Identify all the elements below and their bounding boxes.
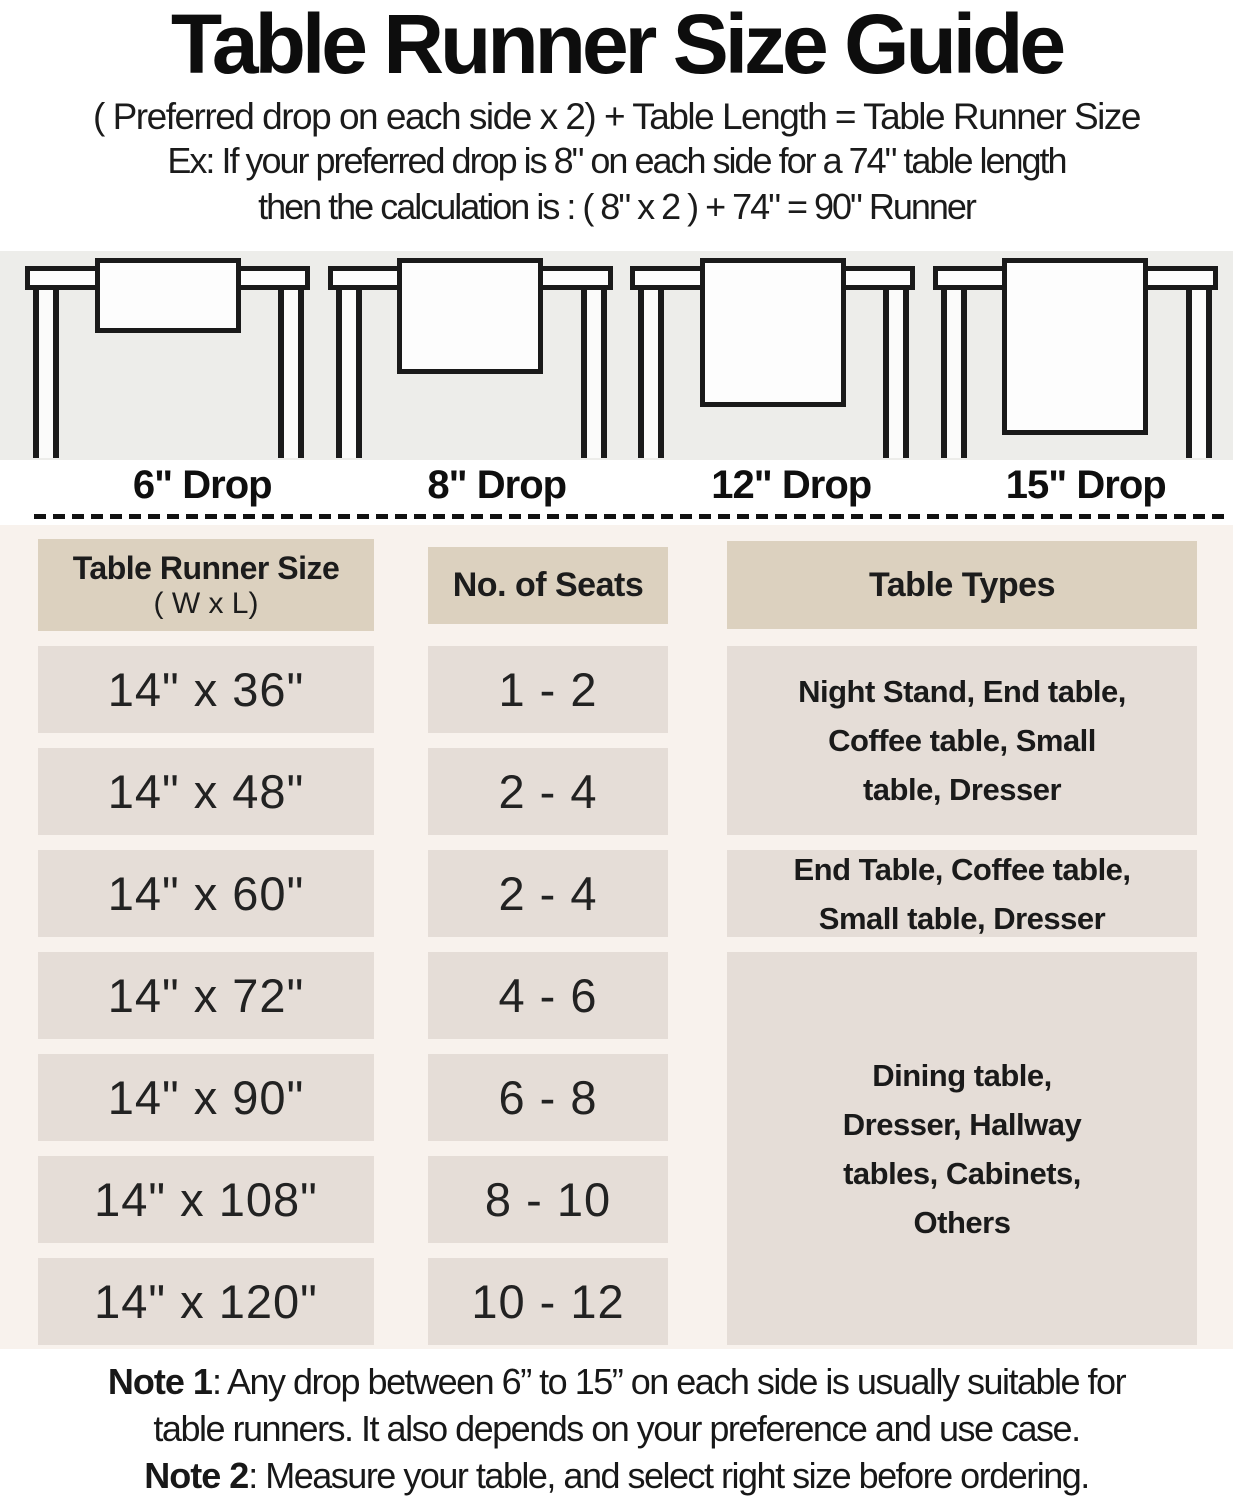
runner-size-column-header: Table Runner Size ( W x L) [38,539,374,631]
table-types-line: Others [913,1204,1011,1240]
table-types-line: Dining table, [872,1057,1052,1093]
runner-size-cell: 14" x 48" [38,748,374,835]
runner-size-cell: 14" x 120" [38,1258,374,1345]
note-1-label: Note 1 [107,1361,213,1402]
seats-cell: 1 - 2 [428,646,668,733]
note-2-line: Note 2: Measure your table, and select r… [0,1452,1233,1499]
seats-header-text: No. of Seats [452,565,644,604]
note-1-line-2: table runners. It also depends on your p… [153,1408,1081,1449]
seats-cell: 2 - 4 [428,850,668,937]
table-leg-right [580,288,607,458]
table-illustration-8in-drop [327,251,613,460]
drop-illustrations-band [0,251,1233,460]
note-1-line-1: Note 1: Any drop between 6” to 15” on ea… [0,1358,1233,1405]
table-leg-right [1185,288,1212,458]
table-types-line: Coffee table, Small [828,723,1096,758]
drop-label-8in: 8" Drop [427,462,567,507]
note-2-text: : Measure your table, and select right s… [248,1455,1090,1496]
table-types-cell-small-tables: Night Stand, End table, Coffee table, Sm… [727,646,1197,835]
drop-label-6in: 6" Drop [132,462,273,507]
runner-size-cell: 14" x 108" [38,1156,374,1243]
table-leg-left [335,288,362,458]
table-types-header-slot: Table Types [727,539,1197,631]
column-table-types: Table Types Night Stand, End table, Coff… [727,539,1197,1345]
table-illustration-12in-drop [630,251,916,460]
seats-column-header: No. of Seats [428,546,668,624]
seats-cell: 4 - 6 [428,952,668,1039]
table-types-line: Dresser, Hallway [842,1106,1082,1142]
example-line-2: then the calculation is : ( 8" x 2 ) + 7… [258,186,977,227]
note-1-text: : Any drop between 6” to 15” on each sid… [211,1361,1127,1402]
table-types-cell-medium-tables: End Table, Coffee table, Small table, Dr… [727,850,1197,937]
example-line-1: Ex: If your preferred drop is 8" on each… [167,140,1067,181]
column-seats: No. of Seats 1 - 2 2 - 4 2 - 4 4 - 6 6 -… [428,539,668,1345]
table-types-line: table, Dresser [862,772,1062,807]
formula-text: ( Preferred drop on each side x 2) + Tab… [93,96,1141,137]
table-leg-left [638,288,665,458]
table-types-header-text: Table Types [869,565,1055,604]
table-types-line: Night Stand, End table, [798,674,1126,709]
drop-label-12in: 12" Drop [711,462,872,507]
runner-size-cell: 14" x 60" [38,850,374,937]
seats-cell: 2 - 4 [428,748,668,835]
runner-drape-15in [1002,258,1149,435]
drop-label-15in: 15" Drop [1005,462,1167,507]
table-leg-left [33,288,59,458]
table-leg-left [940,288,967,458]
notes-block: Note 1: Any drop between 6” to 15” on ea… [0,1358,1233,1499]
seats-cell: 10 - 12 [428,1258,668,1345]
table-types-line: End Table, Coffee table, [793,851,1131,887]
table-illustration-15in-drop [932,251,1218,460]
size-guide-table: Table Runner Size ( W x L) 14" x 36" 14"… [0,525,1233,1349]
runner-size-cell: 14" x 36" [38,646,374,733]
runner-drape-8in [397,258,544,374]
runner-size-header-line2: ( W x L) [153,587,259,620]
seats-cell: 8 - 10 [428,1156,668,1243]
table-types-line: tables, Cabinets, [843,1155,1081,1191]
table-leg-right [883,288,910,458]
runner-size-header-line1: Table Runner Size [72,550,340,586]
column-runner-size: Table Runner Size ( W x L) 14" x 36" 14"… [38,539,374,1345]
table-types-cell-large-tables: Dining table, Dresser, Hallway tables, C… [727,952,1197,1345]
table-leg-right [278,288,304,458]
runner-size-header-slot: Table Runner Size ( W x L) [38,539,374,631]
drop-labels-row: 6" Drop 8" Drop 12" Drop 15" Drop [0,460,1233,510]
table-types-column-header: Table Types [727,541,1197,629]
table-types-line: Small table, Dresser [818,900,1106,936]
runner-size-cell: 14" x 72" [38,952,374,1039]
seats-cell: 6 - 8 [428,1054,668,1141]
runner-size-cell: 14" x 90" [38,1054,374,1141]
seats-header-slot: No. of Seats [428,539,668,631]
table-illustration-6in-drop [25,251,310,460]
dashed-separator [34,514,1227,519]
runner-drape-6in [94,258,241,333]
note-2-label: Note 2 [144,1455,249,1496]
page-title: Table Runner Size Guide [170,0,1066,91]
runner-drape-12in [699,258,846,407]
